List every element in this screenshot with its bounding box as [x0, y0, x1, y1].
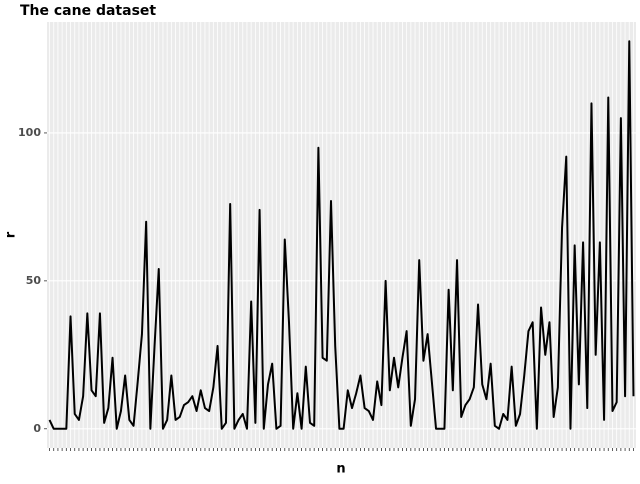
plot-panel: [47, 22, 636, 448]
y-tick-label: 0: [33, 422, 41, 435]
y-tick-label: 50: [26, 274, 42, 287]
y-tick-label: 100: [18, 126, 41, 139]
x-axis-label: n: [336, 462, 345, 477]
data-line: [48, 40, 635, 430]
y-axis-label: r: [4, 231, 19, 238]
chart-title: The cane dataset: [20, 3, 156, 19]
